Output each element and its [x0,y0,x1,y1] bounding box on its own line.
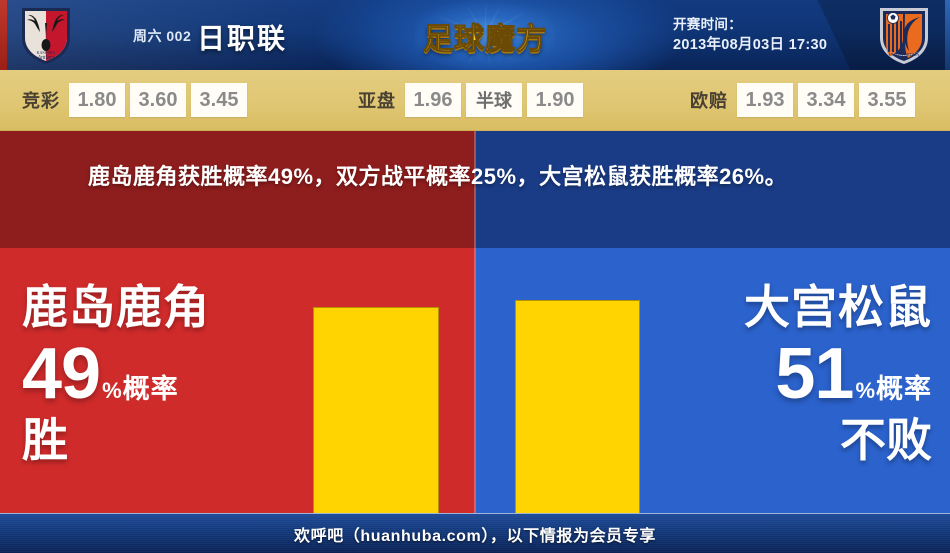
odds-label-yapan: 亚盘 [358,91,396,111]
odds-cell-jingcai-3[interactable]: 3.45 [191,83,247,117]
away-probability-unit: % [855,378,876,403]
brand-text: 足球魔方 [423,23,547,57]
league-name: 日职联 [197,23,288,54]
kickoff-time: 开赛时间： 2013年08月03日 17:30 [673,14,827,56]
odds-group-yapan: 亚盘 1.96 半球 1.90 [358,70,583,130]
odds-cell-jingcai-1[interactable]: 1.80 [69,83,125,117]
away-panel: 大宫松鼠 51 % 概率 不败 [662,280,932,468]
home-probability-bar [313,307,439,515]
header-left-accent [0,0,7,70]
probability-summary-text: 鹿岛鹿角获胜概率49%，双方战平概率25%，大宫松鼠获胜概率26%。 [88,164,788,189]
odds-label-oupei: 欧赔 [690,91,728,111]
odds-cell-oupei-2[interactable]: 3.34 [798,83,854,117]
home-probability-row: 49 % 概率 [22,338,282,410]
brand-logo: 足球魔方 [407,0,563,70]
home-band-top [0,131,475,248]
odds-group-jingcai: 竞彩 1.80 3.60 3.45 [22,70,247,130]
odds-group-oupei: 欧赔 1.93 3.34 3.55 [690,70,915,130]
center-divider [474,131,476,513]
odds-cell-jingcai-2[interactable]: 3.60 [130,83,186,117]
brand-glow [415,0,555,70]
odds-bar: 竞彩 1.80 3.60 3.45 亚盘 1.96 半球 1.90 欧赔 1.9… [0,70,950,131]
odds-cell-yapan-1[interactable]: 1.96 [405,83,461,117]
omiya-ardija-crest-icon: OMIYA ARDIJA [880,8,928,64]
home-probability-word: 概率 [122,374,179,404]
odds-cell-yapan-handicap[interactable]: 半球 [466,83,522,117]
footer-text: 欢呼吧（huanhuba.com），以下情报为会员专享 [294,528,656,545]
home-panel: 鹿岛鹿角 49 % 概率 胜 [22,280,282,468]
brand-rays [407,0,563,70]
home-probability-unit: % [102,378,123,403]
odds-label-jingcai: 竞彩 [22,91,60,111]
away-outcome-label: 不败 [840,414,932,466]
kickoff-label: 开赛时间： [673,17,742,32]
home-probability-value: 49 [22,334,101,414]
odds-cell-yapan-2[interactable]: 1.90 [527,83,583,117]
home-team-name: 鹿岛鹿角 [22,281,210,333]
kickoff-value: 2013年08月03日 17:30 [673,37,828,53]
header-bar: KASHIMA Antlers 周六 002 日职联 足球魔方 开赛时间： 20… [0,0,950,70]
away-probability-word: 概率 [876,374,932,404]
footer-bar: 欢呼吧（huanhuba.com），以下情报为会员专享 [0,513,950,553]
kashima-antlers-crest-icon: KASHIMA Antlers [22,8,70,64]
svg-text:Antlers: Antlers [36,55,55,61]
svg-text:KASHIMA: KASHIMA [37,50,56,55]
svg-text:OMIYA ARDIJA: OMIYA ARDIJA [889,52,920,57]
odds-cell-oupei-3[interactable]: 3.55 [859,83,915,117]
away-team-name: 大宫松鼠 [744,281,932,333]
away-band-top [475,131,950,248]
home-outcome-label: 胜 [22,414,68,466]
away-probability-row: 51 % 概率 [662,338,932,410]
match-number: 周六 002 [133,28,192,44]
away-probability-value: 51 [775,334,854,414]
odds-cell-oupei-1[interactable]: 1.93 [737,83,793,117]
header-right-accent [945,0,950,70]
away-probability-bar [515,300,640,515]
